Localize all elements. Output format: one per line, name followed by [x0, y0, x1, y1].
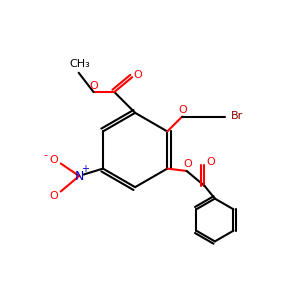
Text: O: O [134, 70, 142, 80]
Text: O: O [49, 155, 58, 165]
Text: +: + [80, 164, 88, 175]
Text: Br: Br [231, 111, 244, 121]
Text: -: - [43, 150, 47, 160]
Text: O: O [89, 80, 98, 91]
Text: O: O [207, 157, 215, 167]
Text: N: N [74, 169, 84, 182]
Text: O: O [178, 105, 187, 115]
Text: CH₃: CH₃ [70, 59, 91, 69]
Text: O: O [184, 159, 193, 170]
Text: O: O [50, 191, 58, 201]
